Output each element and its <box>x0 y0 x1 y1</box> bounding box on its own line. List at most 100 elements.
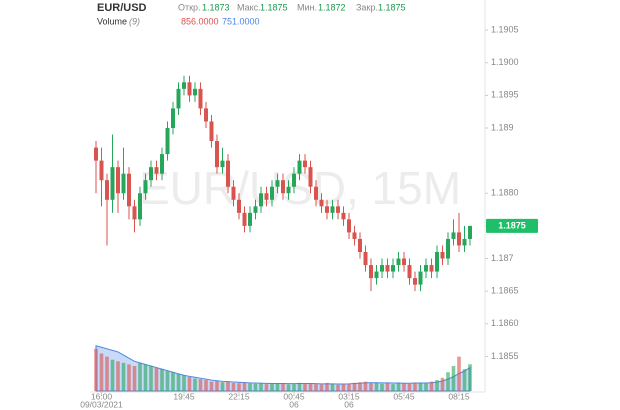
volume-bar <box>154 367 159 391</box>
candle-body <box>160 154 164 174</box>
x-tick-label: 16:00 <box>91 391 113 401</box>
volume-bar <box>303 383 307 391</box>
candle-body <box>363 252 368 266</box>
volume-bar <box>204 380 208 391</box>
volume-bar <box>380 383 384 391</box>
candle-body <box>352 232 357 239</box>
candle-body <box>457 232 461 246</box>
candle-body <box>281 180 285 194</box>
volume-bar <box>237 383 241 391</box>
volume-bar <box>402 383 406 391</box>
candle-body <box>319 199 324 207</box>
volume-bar <box>319 384 324 391</box>
x-tick-label: 22:15 <box>228 391 250 401</box>
price-tag <box>486 218 538 233</box>
volume-bar <box>468 364 472 391</box>
candle-body <box>259 193 263 207</box>
candle-body <box>314 186 318 200</box>
volume-bar <box>215 381 219 391</box>
candle-body <box>231 186 236 200</box>
volume-bar <box>391 384 395 391</box>
candle-body <box>330 206 335 213</box>
volume-value: 856.0000 <box>181 16 219 26</box>
open-value: 1.1873 <box>202 2 230 12</box>
volume-bar <box>121 362 126 391</box>
candle-body <box>391 265 395 272</box>
x-date-label: 06 <box>344 399 354 409</box>
volume-bar <box>418 382 423 391</box>
candle-body <box>374 271 379 279</box>
volume-bar <box>209 381 214 391</box>
candle-body <box>242 212 247 226</box>
volume-bar <box>110 359 115 391</box>
volume-bar <box>363 381 368 391</box>
candle-body <box>336 206 340 213</box>
candle-body <box>171 108 175 128</box>
volume-bar <box>347 383 351 391</box>
volume-bar <box>314 384 318 391</box>
candle-body <box>264 193 269 200</box>
volume-bar <box>457 356 461 391</box>
volume-bar <box>336 384 340 391</box>
x-tick-label: 00:45 <box>283 391 305 401</box>
candle-body <box>176 88 181 109</box>
volume-bar <box>143 364 148 391</box>
y-tick-label: 1.1855 <box>491 351 519 361</box>
volume-bar <box>341 384 346 391</box>
candle-body <box>468 225 472 239</box>
volume-bar <box>446 372 450 391</box>
volume-bar <box>242 382 247 391</box>
volume-bar <box>127 364 131 391</box>
y-tick-label: 1.1865 <box>491 286 519 296</box>
price-tag-label: 1.1875 <box>498 220 526 230</box>
volume-bar <box>226 381 230 391</box>
candle-body <box>429 265 434 272</box>
close-label: Закр. <box>356 2 378 12</box>
candle-body <box>286 186 291 194</box>
candle-body <box>446 238 450 259</box>
candle-body <box>275 180 280 187</box>
volume-bar <box>275 383 280 391</box>
candle-body <box>297 160 302 174</box>
volume-bar <box>369 383 373 391</box>
volume-bar <box>413 382 417 391</box>
candle-body <box>418 271 423 285</box>
volume-bar <box>297 382 302 391</box>
volume-bar <box>264 384 269 391</box>
volume-bar <box>193 378 197 391</box>
candle-body <box>226 160 230 187</box>
y-tick-label: 1.187 <box>491 253 514 263</box>
volume-bar <box>99 353 104 391</box>
volume-bar <box>176 373 181 391</box>
candle-body <box>396 258 401 266</box>
candle-body <box>99 160 104 181</box>
candle-body <box>341 212 346 220</box>
candle-body <box>435 252 439 272</box>
candle-body <box>358 238 362 252</box>
y-tick-label: 1.1880 <box>491 188 519 198</box>
volume-bar <box>396 383 401 391</box>
candle-body <box>209 121 214 142</box>
volume-bar <box>248 383 252 391</box>
volume-bar <box>292 384 296 391</box>
candle-body <box>308 167 313 187</box>
volume-bar <box>94 348 98 391</box>
y-tick-label: 1.1860 <box>491 318 519 328</box>
x-tick-label: 08:15 <box>448 391 470 401</box>
volume-bar <box>424 383 428 391</box>
y-tick-label: 1.1895 <box>491 90 519 100</box>
candle-body <box>94 147 98 161</box>
candle-body <box>424 265 428 272</box>
volume-bar <box>325 382 329 391</box>
volume-bar <box>462 369 467 391</box>
candle-body <box>462 238 467 246</box>
volume-bar <box>105 356 109 391</box>
candle-body <box>110 167 115 200</box>
candle-body <box>204 108 208 122</box>
volume-bar <box>198 379 203 391</box>
high-label: Макс. <box>237 2 261 12</box>
candle-body <box>347 219 351 233</box>
candle-body <box>380 265 384 272</box>
low-label: Мин. <box>297 2 317 12</box>
